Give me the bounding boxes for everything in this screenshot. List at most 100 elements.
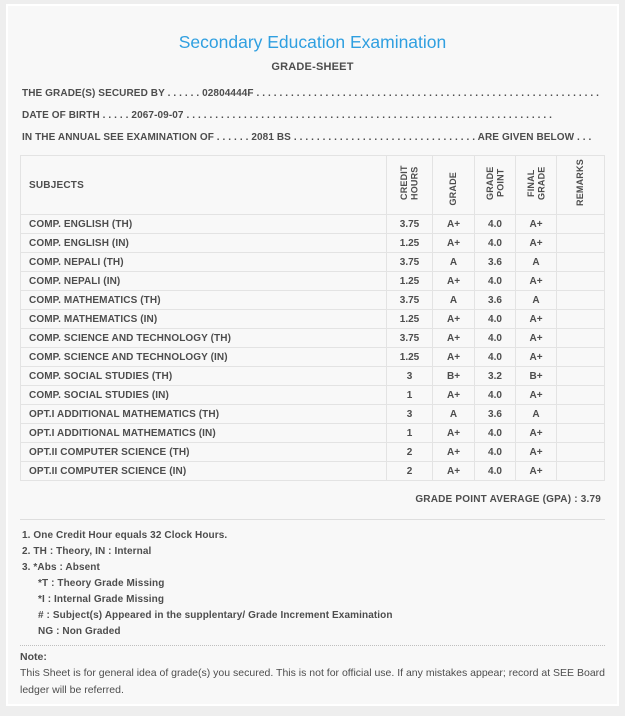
grade-point-cell: 3.6 — [474, 404, 516, 424]
remarks-cell — [556, 404, 605, 424]
subject-cell: COMP. MATHEMATICS (IN) — [20, 309, 387, 329]
final-grade-cell: A+ — [515, 233, 557, 253]
note-text: This Sheet is for general idea of grade(… — [20, 667, 605, 696]
credit-hours-cell: 1.25 — [386, 309, 433, 329]
footnote-internal-missing: *I : Internal Grade Missing — [38, 594, 165, 605]
credit-hours-cell: 2 — [386, 461, 433, 481]
grade-cell: A+ — [432, 271, 475, 291]
final-grade-header-label: FINAL GRADE — [525, 166, 546, 200]
candidate-info-section: THE GRADE(S) SECURED BY . . . . . . 0280… — [20, 83, 605, 149]
table-row: COMP. MATHEMATICS (TH) 3.75 A 3.6 A — [20, 290, 605, 310]
remarks-header-label: REMARKS — [575, 159, 586, 206]
grade-cell: A — [432, 252, 475, 272]
credit-hours-cell: 3.75 — [386, 290, 433, 310]
subject-cell: OPT.I ADDITIONAL MATHEMATICS (TH) — [20, 404, 387, 424]
grade-cell: A+ — [432, 442, 475, 462]
credit-hours-cell: 1 — [386, 385, 433, 405]
gpa-row: GRADE POINT AVERAGE (GPA) : 3.79 — [20, 481, 605, 520]
grade-sheet-card: Secondary Education Examination GRADE-SH… — [6, 4, 619, 706]
final-grade-cell: A — [515, 252, 557, 272]
credit-hours-cell: 3.75 — [386, 328, 433, 348]
col-header-grade: GRADE — [432, 155, 475, 215]
footnote-credit-hour: 1. One Credit Hour equals 32 Clock Hours… — [22, 530, 228, 541]
remarks-cell — [556, 309, 605, 329]
info-line-symbol-number: THE GRADE(S) SECURED BY . . . . . . 0280… — [22, 88, 600, 99]
credit-hours-cell: 3.75 — [386, 214, 433, 234]
subject-cell: OPT.II COMPUTER SCIENCE (TH) — [20, 442, 387, 462]
table-row: COMP. SCIENCE AND TECHNOLOGY (TH) 3.75 A… — [20, 328, 605, 348]
grade-cell: A+ — [432, 309, 475, 329]
grade-cell: B+ — [432, 366, 475, 386]
grade-point-cell: 4.0 — [474, 214, 516, 234]
subject-cell: COMP. NEPALI (TH) — [20, 252, 387, 272]
remarks-cell — [556, 442, 605, 462]
grade-point-cell: 3.6 — [474, 290, 516, 310]
grade-point-cell: 4.0 — [474, 328, 516, 348]
remarks-cell — [556, 271, 605, 291]
subject-cell: COMP. SCIENCE AND TECHNOLOGY (IN) — [20, 347, 387, 367]
final-grade-cell: A+ — [515, 442, 557, 462]
table-row: OPT.II COMPUTER SCIENCE (TH) 2 A+ 4.0 A+ — [20, 442, 605, 462]
remarks-cell — [556, 214, 605, 234]
table-row: COMP. SOCIAL STUDIES (IN) 1 A+ 4.0 A+ — [20, 385, 605, 405]
subject-cell: COMP. ENGLISH (IN) — [20, 233, 387, 253]
grade-point-cell: 4.0 — [474, 461, 516, 481]
credit-hours-cell: 3 — [386, 366, 433, 386]
grade-point-cell: 4.0 — [474, 271, 516, 291]
grade-cell: A+ — [432, 347, 475, 367]
grade-cell: A — [432, 404, 475, 424]
remarks-cell — [556, 328, 605, 348]
final-grade-cell: A+ — [515, 347, 557, 367]
grades-table-body: COMP. ENGLISH (TH) 3.75 A+ 4.0 A+ COMP. … — [20, 214, 605, 481]
footnote-non-graded: NG : Non Graded — [38, 626, 121, 637]
info-line-date-of-birth: DATE OF BIRTH . . . . . 2067-09-07 . . .… — [22, 110, 553, 121]
grade-cell: A+ — [432, 423, 475, 443]
credit-hours-cell: 3.75 — [386, 252, 433, 272]
footnote-theory-missing: *T : Theory Grade Missing — [38, 578, 165, 589]
remarks-cell — [556, 233, 605, 253]
final-grade-cell: A+ — [515, 271, 557, 291]
final-grade-cell: A — [515, 404, 557, 424]
grade-cell: A+ — [432, 214, 475, 234]
footnotes-section: 1. One Credit Hour equals 32 Clock Hours… — [20, 528, 605, 640]
table-row: COMP. SCIENCE AND TECHNOLOGY (IN) 1.25 A… — [20, 347, 605, 367]
final-grade-cell: A+ — [515, 385, 557, 405]
subject-cell: COMP. SCIENCE AND TECHNOLOGY (TH) — [20, 328, 387, 348]
credit-hours-cell: 3 — [386, 404, 433, 424]
subjects-header-label: SUBJECTS — [29, 179, 84, 191]
final-grade-cell: A+ — [515, 214, 557, 234]
table-row: OPT.II COMPUTER SCIENCE (IN) 2 A+ 4.0 A+ — [20, 461, 605, 481]
credit-hours-cell: 1.25 — [386, 233, 433, 253]
grade-point-cell: 3.2 — [474, 366, 516, 386]
credit-hours-cell: 1.25 — [386, 271, 433, 291]
col-header-credit-hours: CREDIT HOURS — [386, 155, 433, 215]
grade-point-cell: 4.0 — [474, 347, 516, 367]
final-grade-cell: A+ — [515, 309, 557, 329]
col-header-subjects: SUBJECTS — [20, 155, 387, 215]
final-grade-cell: A+ — [515, 423, 557, 443]
final-grade-cell: A+ — [515, 461, 557, 481]
credit-hours-cell: 1 — [386, 423, 433, 443]
credit-hours-cell: 2 — [386, 442, 433, 462]
note-label: Note: — [20, 651, 47, 663]
grade-point-cell: 4.0 — [474, 233, 516, 253]
table-row: OPT.I ADDITIONAL MATHEMATICS (IN) 1 A+ 4… — [20, 423, 605, 443]
remarks-cell — [556, 252, 605, 272]
footnote-supplementary: # : Subject(s) Appeared in the supplenta… — [38, 610, 393, 621]
grade-cell: A+ — [432, 461, 475, 481]
gpa-label: GRADE POINT AVERAGE (GPA) : 3.79 — [415, 494, 601, 505]
remarks-cell — [556, 461, 605, 481]
header-row: SUBJECTS CREDIT HOURS GRADE GRADE POINT … — [20, 155, 605, 215]
footnote-th-in: 2. TH : Theory, IN : Internal — [22, 546, 152, 557]
grade-cell: A+ — [432, 233, 475, 253]
final-grade-cell: A — [515, 290, 557, 310]
subject-cell: OPT.II COMPUTER SCIENCE (IN) — [20, 461, 387, 481]
sheet-subtitle: GRADE-SHEET — [271, 61, 354, 73]
col-header-grade-point: GRADE POINT — [474, 155, 516, 215]
table-row: COMP. ENGLISH (IN) 1.25 A+ 4.0 A+ — [20, 233, 605, 253]
grade-point-cell: 4.0 — [474, 385, 516, 405]
subject-cell: OPT.I ADDITIONAL MATHEMATICS (IN) — [20, 423, 387, 443]
remarks-cell — [556, 290, 605, 310]
col-header-remarks: REMARKS — [556, 155, 605, 215]
info-line-exam-year: IN THE ANNUAL SEE EXAMINATION OF . . . .… — [22, 132, 592, 143]
